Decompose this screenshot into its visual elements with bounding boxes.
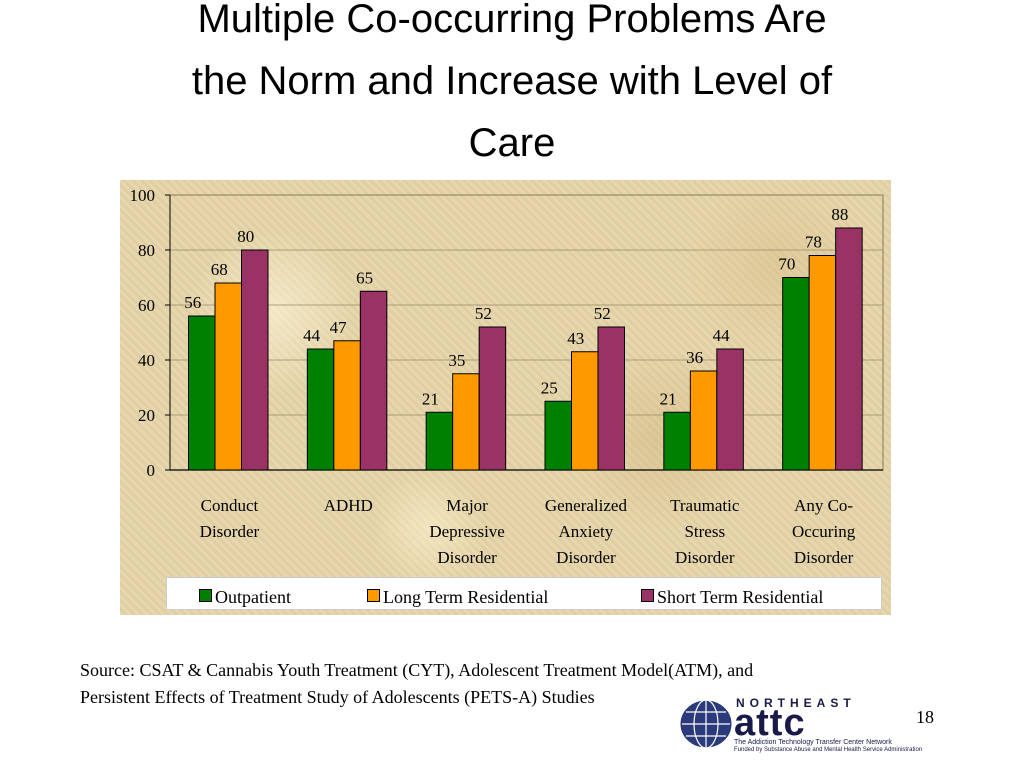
plot-area xyxy=(169,194,884,471)
data-label: 78 xyxy=(805,233,822,252)
data-label: 88 xyxy=(831,205,848,224)
bar-short-term-residential xyxy=(716,348,744,471)
legend-label-long-term-residential: Long Term Residential xyxy=(383,587,549,607)
legend-swatch-long-term-residential xyxy=(367,589,380,602)
data-label: 56 xyxy=(184,293,201,312)
bar-long-term-residential xyxy=(689,370,718,471)
x-category-label: Any Co- xyxy=(794,496,853,515)
x-category-label: Disorder xyxy=(437,548,497,567)
legend-item-long-term-residential: Long Term Residential xyxy=(367,587,548,608)
legend-swatch-outpatient xyxy=(199,589,212,602)
bar-long-term-residential xyxy=(571,351,599,471)
x-category-label: Occuring xyxy=(792,522,856,541)
bar-outpatient xyxy=(425,411,454,471)
legend-item-short-term-residential: Short Term Residential xyxy=(641,587,823,608)
x-category-label: Stress xyxy=(684,522,725,541)
legend-swatch-short-term-residential xyxy=(641,589,654,602)
slide-number: 18 xyxy=(916,707,934,727)
y-tick-label: 20 xyxy=(138,406,155,425)
bar-short-term-residential xyxy=(478,326,507,471)
bar-outpatient xyxy=(663,411,691,471)
legend-label-outpatient: Outpatient xyxy=(215,587,291,607)
data-label: 44 xyxy=(303,326,321,345)
title-line-3: Care xyxy=(468,121,556,165)
data-label: 68 xyxy=(211,260,228,279)
slide-title: Multiple Co-occurring Problems Are the N… xyxy=(40,0,984,174)
chart-panel: 0 20 40 60 80 100 56 68 80 Conduct Disorder 44 47 65 A… xyxy=(120,180,891,615)
data-label: 65 xyxy=(356,268,373,287)
bar-long-term-residential xyxy=(333,340,361,471)
x-category-label: Major xyxy=(446,496,488,515)
logo-tagline: The Addiction Technology Transfer Center… xyxy=(734,739,892,746)
x-category-label: Anxiety xyxy=(559,522,614,541)
data-label: 21 xyxy=(660,389,677,408)
x-category-label: Generalized xyxy=(545,496,628,515)
bar-short-term-residential xyxy=(835,227,863,471)
bar-short-term-residential xyxy=(241,249,269,471)
data-label: 80 xyxy=(237,227,254,246)
x-category-label: Disorder xyxy=(200,522,260,541)
attc-logo: NORTHEAST attc The Addiction Technology … xyxy=(678,690,922,756)
y-tick-label: 40 xyxy=(138,351,155,370)
y-tick-label: 0 xyxy=(147,461,156,480)
y-tick-label: 60 xyxy=(138,296,155,315)
data-label: 35 xyxy=(448,351,465,370)
data-label: 21 xyxy=(422,389,439,408)
chart-legend: Outpatient Long Term Residential Short T… xyxy=(166,577,882,610)
title-line-1: Multiple Co-occurring Problems Are xyxy=(197,0,827,41)
bar-outpatient xyxy=(782,277,810,471)
x-category-label: Disorder xyxy=(556,548,616,567)
bar-short-term-residential xyxy=(359,290,388,471)
bar-chart: 0 20 40 60 80 100 56 68 80 Conduct Disorder 44 47 65 A… xyxy=(130,186,884,567)
data-label: 36 xyxy=(686,348,703,367)
data-label: 44 xyxy=(713,326,731,345)
bar-outpatient xyxy=(188,315,216,471)
data-label: 43 xyxy=(567,329,584,348)
x-category-label: Traumatic xyxy=(670,496,740,515)
data-label: 25 xyxy=(541,378,558,397)
logo-region: NORTHEAST xyxy=(736,696,856,710)
bar-long-term-residential xyxy=(214,282,242,471)
x-category-label: ADHD xyxy=(324,496,373,515)
source-citation: Source: CSAT & Cannabis Youth Treatment … xyxy=(80,660,754,707)
globe-icon xyxy=(679,699,733,749)
x-category-label: Disorder xyxy=(794,548,854,567)
legend-label-short-term-residential: Short Term Residential xyxy=(657,587,824,607)
bar-long-term-residential xyxy=(808,255,837,471)
bar-short-term-residential xyxy=(597,326,625,471)
y-tick-label: 80 xyxy=(138,241,155,260)
bar-long-term-residential xyxy=(452,373,480,471)
data-label: 70 xyxy=(778,255,795,274)
logo-wordmark: attc xyxy=(734,702,806,744)
x-category-label: Disorder xyxy=(675,548,735,567)
legend-item-outpatient: Outpatient xyxy=(199,587,291,608)
data-label: 52 xyxy=(475,304,492,323)
bar-outpatient xyxy=(306,348,335,471)
bar-outpatient xyxy=(544,400,572,471)
title-line-2: the Norm and Increase with Level of xyxy=(191,59,833,103)
x-category-label: Depressive xyxy=(429,522,505,541)
x-category-label: Conduct xyxy=(201,496,259,515)
logo-funding: Funded by Substance Abuse and Mental Hea… xyxy=(734,747,923,753)
y-tick-label: 100 xyxy=(130,186,156,205)
data-label: 47 xyxy=(330,318,348,337)
data-label: 52 xyxy=(594,304,611,323)
